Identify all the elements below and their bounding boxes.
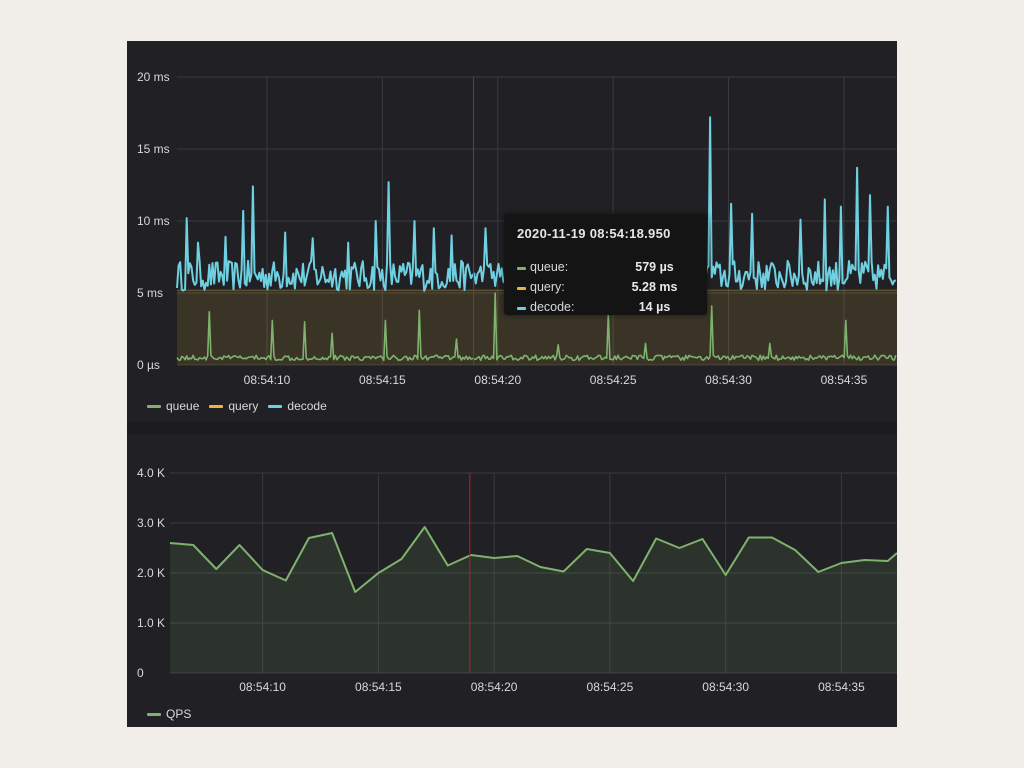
y-tick-label: 3.0 K bbox=[137, 516, 165, 530]
tooltip-row-query: query: 5.28 ms bbox=[517, 280, 692, 296]
tooltip-name-query: query: bbox=[530, 280, 565, 294]
legend-swatch-decode bbox=[268, 404, 283, 408]
qps-series-line bbox=[169, 526, 897, 593]
tooltip-time: 2020-11-19 08:54:18.950 bbox=[517, 226, 671, 241]
legend-label-qps: QPS bbox=[166, 707, 192, 721]
y-tick-label: 0 bbox=[137, 666, 144, 680]
legend-item-queue[interactable]: queue bbox=[147, 399, 199, 413]
x-tick-label: 08:54:30 bbox=[702, 680, 749, 694]
tooltip-name-decode: decode: bbox=[530, 300, 575, 314]
x-tick-label: 08:54:20 bbox=[474, 373, 521, 387]
queue-series-line bbox=[176, 292, 897, 362]
x-tick-label: 08:54:25 bbox=[590, 373, 637, 387]
dashboard: 0 µs 5 ms 10 ms 15 ms 20 ms 08:54:10 08:54:15 0… bbox=[127, 41, 897, 727]
x-tick-label: 08:54:35 bbox=[821, 373, 868, 387]
qps-panel: 0 1.0 K 2.0 K 3.0 K 4.0 K 08:54:10 08:54:15 08:… bbox=[127, 435, 897, 727]
legend-label-query: query bbox=[228, 399, 259, 413]
legend-label-decode: decode bbox=[287, 399, 327, 413]
x-tick-label: 08:54:25 bbox=[587, 680, 634, 694]
x-tick-label: 08:54:15 bbox=[355, 680, 402, 694]
tooltip-swatch-query bbox=[517, 287, 526, 290]
tooltip-value-decode: 14 µs bbox=[638, 300, 671, 314]
y-tick-label: 15 ms bbox=[137, 142, 170, 156]
y-tick-label: 0 µs bbox=[137, 358, 160, 372]
tooltip-row-queue: queue: 579 µs bbox=[517, 260, 692, 276]
legend-item-qps[interactable]: QPS bbox=[147, 707, 191, 721]
legend-swatch-qps bbox=[147, 712, 161, 716]
legend-item-decode[interactable]: decode bbox=[268, 399, 327, 413]
y-tick-label: 1.0 K bbox=[137, 616, 165, 630]
tooltip-swatch-queue bbox=[517, 267, 526, 270]
tooltip-row-decode: decode: 14 µs bbox=[517, 300, 692, 316]
legend-label-queue: queue bbox=[166, 399, 200, 413]
qps-area-fill bbox=[170, 527, 897, 673]
tooltip-name-queue: queue: bbox=[530, 260, 569, 274]
qps-legend: QPS bbox=[147, 707, 191, 721]
x-tick-label: 08:54:35 bbox=[818, 680, 865, 694]
x-tick-label: 08:54:20 bbox=[471, 680, 518, 694]
x-tick-label: 08:54:15 bbox=[359, 373, 406, 387]
y-tick-label: 5 ms bbox=[137, 286, 163, 300]
legend-swatch-query bbox=[209, 404, 224, 408]
legend-item-query[interactable]: query bbox=[209, 399, 258, 413]
hover-tooltip: 2020-11-19 08:54:18.950 queue: 579 µs qu… bbox=[504, 214, 707, 315]
x-tick-label: 08:54:10 bbox=[244, 373, 291, 387]
tooltip-value-queue: 579 µs bbox=[635, 260, 674, 274]
latency-legend: queue query decode bbox=[147, 399, 327, 413]
x-tick-label: 08:54:10 bbox=[239, 680, 286, 694]
y-tick-label: 4.0 K bbox=[137, 466, 165, 480]
tooltip-swatch-decode bbox=[517, 307, 526, 310]
qps-chart[interactable]: 0 1.0 K 2.0 K 3.0 K 4.0 K 08:54:10 08:54:15 08:… bbox=[127, 435, 897, 727]
latency-panel: 0 µs 5 ms 10 ms 15 ms 20 ms 08:54:10 08:54:15 0… bbox=[127, 41, 897, 421]
y-tick-label: 2.0 K bbox=[137, 566, 165, 580]
y-tick-label: 10 ms bbox=[137, 214, 170, 228]
y-tick-label: 20 ms bbox=[137, 70, 170, 84]
legend-swatch-queue bbox=[147, 404, 161, 408]
x-tick-label: 08:54:30 bbox=[705, 373, 752, 387]
tooltip-value-query: 5.28 ms bbox=[631, 280, 678, 294]
